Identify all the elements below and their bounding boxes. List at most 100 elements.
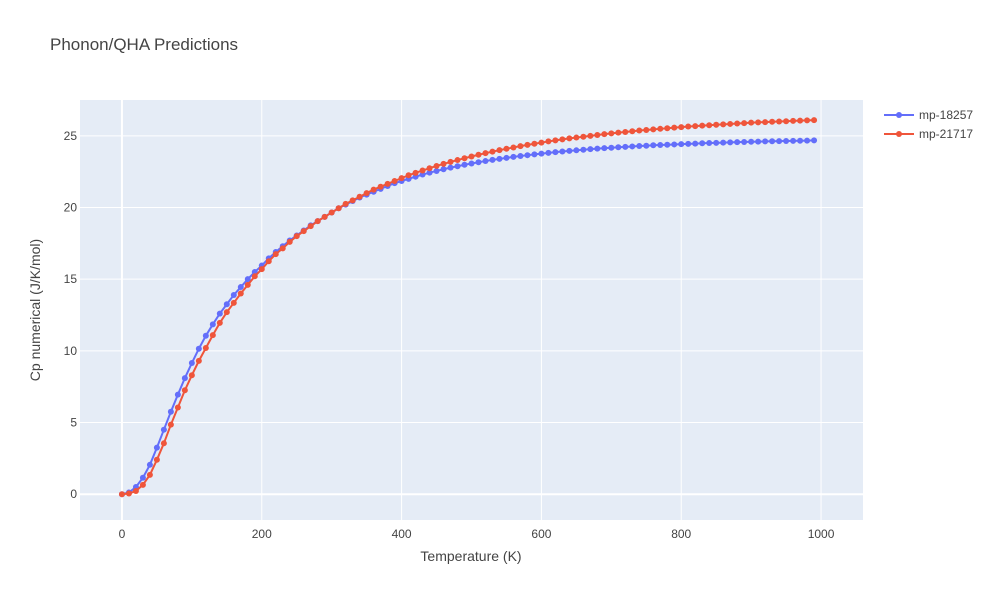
data-point[interactable] (510, 153, 517, 160)
data-point[interactable] (643, 142, 650, 149)
data-point[interactable] (251, 273, 258, 280)
data-point[interactable] (615, 144, 622, 151)
data-point[interactable] (769, 138, 776, 145)
data-point[interactable] (531, 151, 538, 158)
data-point[interactable] (195, 345, 202, 352)
data-point[interactable] (237, 284, 244, 291)
data-point[interactable] (594, 131, 601, 138)
data-point[interactable] (174, 404, 181, 411)
data-point[interactable] (622, 128, 629, 135)
data-point[interactable] (741, 120, 748, 127)
data-point[interactable] (230, 291, 237, 298)
data-point[interactable] (447, 158, 454, 165)
data-point[interactable] (475, 159, 482, 166)
data-point[interactable] (496, 155, 503, 162)
data-point[interactable] (510, 144, 517, 151)
data-point[interactable] (209, 332, 216, 339)
data-point[interactable] (188, 372, 195, 379)
data-point[interactable] (489, 148, 496, 155)
data-point[interactable] (335, 205, 342, 212)
data-point[interactable] (440, 160, 447, 167)
data-point[interactable] (216, 310, 223, 317)
data-point[interactable] (671, 124, 678, 131)
data-point[interactable] (545, 138, 552, 145)
data-point[interactable] (699, 140, 706, 147)
data-point[interactable] (419, 167, 426, 174)
data-point[interactable] (692, 123, 699, 130)
data-point[interactable] (482, 150, 489, 157)
data-point[interactable] (181, 375, 188, 382)
data-point[interactable] (153, 456, 160, 463)
data-point[interactable] (489, 156, 496, 163)
data-point[interactable] (517, 143, 524, 150)
data-point[interactable] (797, 137, 804, 144)
data-point[interactable] (762, 138, 769, 145)
data-point[interactable] (272, 251, 279, 258)
data-point[interactable] (216, 319, 223, 326)
data-point[interactable] (776, 118, 783, 125)
data-point[interactable] (566, 135, 573, 142)
legend-item[interactable]: mp-21717 (884, 127, 973, 141)
data-point[interactable] (797, 117, 804, 124)
data-point[interactable] (230, 299, 237, 306)
data-point[interactable] (321, 213, 328, 220)
data-point[interactable] (188, 360, 195, 367)
data-point[interactable] (559, 148, 566, 155)
data-point[interactable] (195, 357, 202, 364)
data-point[interactable] (671, 141, 678, 148)
data-point[interactable] (538, 150, 545, 157)
data-point[interactable] (524, 152, 531, 159)
data-point[interactable] (573, 134, 580, 141)
data-point[interactable] (615, 129, 622, 136)
data-point[interactable] (692, 140, 699, 147)
data-point[interactable] (685, 123, 692, 130)
data-point[interactable] (580, 133, 587, 140)
data-point[interactable] (356, 193, 363, 200)
data-point[interactable] (328, 209, 335, 216)
data-point[interactable] (363, 190, 370, 197)
data-point[interactable] (657, 125, 664, 132)
data-point[interactable] (685, 140, 692, 147)
data-point[interactable] (426, 169, 433, 176)
data-point[interactable] (202, 332, 209, 339)
data-point[interactable] (223, 309, 230, 316)
data-point[interactable] (426, 165, 433, 172)
data-point[interactable] (811, 117, 818, 124)
data-point[interactable] (237, 290, 244, 297)
data-point[interactable] (790, 137, 797, 144)
data-point[interactable] (167, 421, 174, 428)
data-point[interactable] (755, 138, 762, 145)
data-point[interactable] (622, 143, 629, 150)
data-point[interactable] (503, 145, 510, 152)
data-point[interactable] (454, 163, 461, 170)
data-point[interactable] (125, 490, 132, 497)
data-point[interactable] (699, 122, 706, 129)
data-point[interactable] (783, 138, 790, 144)
data-point[interactable] (713, 139, 720, 146)
data-point[interactable] (678, 141, 685, 148)
data-point[interactable] (146, 461, 153, 468)
data-point[interactable] (734, 120, 741, 127)
data-point[interactable] (279, 245, 286, 252)
data-point[interactable] (601, 145, 608, 152)
data-point[interactable] (349, 197, 356, 204)
data-point[interactable] (629, 143, 636, 150)
data-point[interactable] (461, 161, 468, 168)
data-point[interactable] (132, 488, 139, 495)
data-point[interactable] (559, 136, 566, 143)
data-point[interactable] (755, 119, 762, 126)
data-point[interactable] (160, 440, 167, 447)
data-point[interactable] (811, 137, 818, 144)
data-point[interactable] (573, 147, 580, 154)
data-point[interactable] (433, 167, 440, 174)
data-point[interactable] (118, 491, 125, 498)
data-point[interactable] (748, 138, 755, 145)
data-point[interactable] (454, 157, 461, 164)
data-point[interactable] (433, 162, 440, 169)
data-point[interactable] (167, 408, 174, 415)
data-point[interactable] (293, 233, 300, 240)
data-point[interactable] (643, 126, 650, 133)
data-point[interactable] (629, 128, 636, 135)
data-point[interactable] (720, 139, 727, 146)
data-point[interactable] (139, 481, 146, 488)
